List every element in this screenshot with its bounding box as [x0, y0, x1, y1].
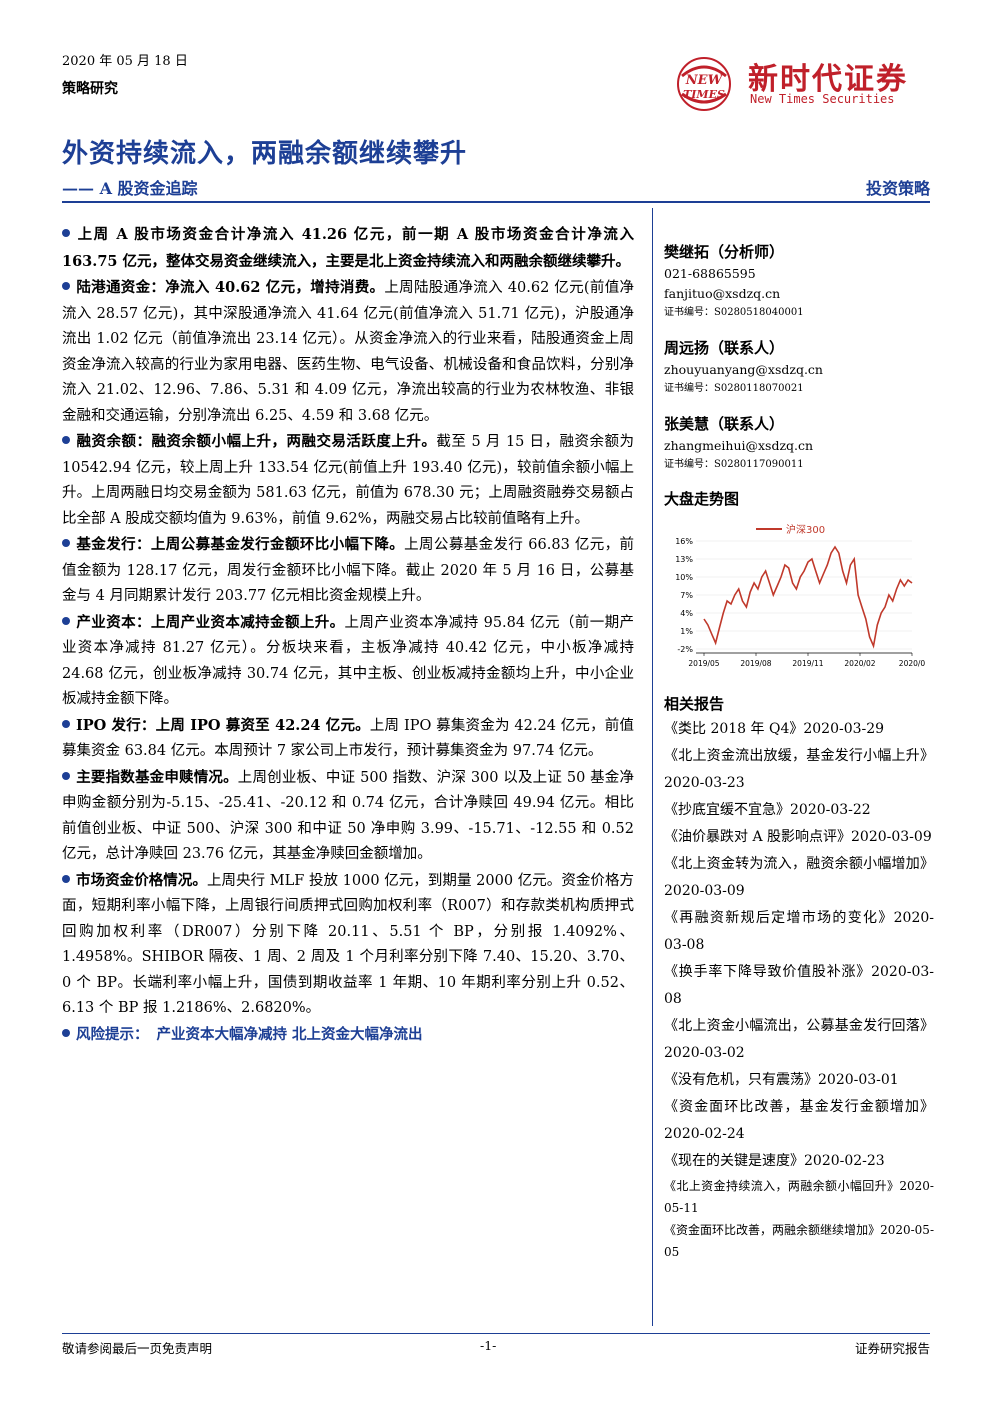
- report-category: 策略研究: [62, 81, 118, 97]
- bullet-icon: [62, 719, 70, 728]
- report-subtitle: —— A 股资金追踪: [62, 179, 198, 198]
- y-tick-label: 16%: [675, 537, 693, 546]
- related-report-item: 《北上资金持续流入，两融余额小幅回升》2020-05-11: [664, 1179, 934, 1215]
- svg-text:TIMES: TIMES: [683, 88, 725, 101]
- risk-paragraph: 风险提示： 产业资本大幅净减持 北上资金大幅净流出: [62, 1022, 634, 1049]
- analyst-card: 樊继拓（分析师） 021-68865595 fanjituo@xsdzq.cn …: [664, 240, 934, 322]
- report-type: 投资策略: [865, 179, 930, 198]
- related-reports-list: 《类比 2018 年 Q4》2020-03-29 《北上资金流出放缓，基金发行小幅…: [664, 716, 934, 1263]
- analyst-card: 周远扬（联系人） zhouyuanyang@xsdzq.cn 证书编号：S028…: [664, 336, 934, 398]
- footer-doc-type: 证券研究报告: [854, 1341, 930, 1356]
- y-tick-label: -2%: [677, 645, 693, 654]
- analyst-email: zhangmeihui@xsdzq.cn: [664, 438, 814, 453]
- trend-chart-svg: 16% 13% 10% 7% 4% 1% -2% 2019/05 2019/08 2019/11…: [675, 523, 926, 668]
- bullet-icon: [62, 229, 70, 237]
- related-reports-title: 相关报告: [664, 695, 725, 713]
- new-times-logo-icon: NEW TIMES: [677, 57, 731, 111]
- x-tick-label: 2020/02: [844, 659, 875, 668]
- summary-paragraph: 上周 A 股市场资金合计净流入 41.26 亿元，前一期 A 股市场资金合计净流…: [62, 226, 634, 270]
- chart-section-title: 大盘走势图: [664, 490, 740, 508]
- analyst-cert: 证书编号：S0280117090011: [664, 459, 804, 470]
- related-report-item: 《油价暴跌对 A 股影响点评》2020-03-09: [664, 829, 932, 845]
- related-report-item: 《再融资新规后定增市场的变化》2020-03-08: [664, 910, 934, 953]
- footer-disclaimer: 敬请参阅最后一页免责声明: [62, 1341, 213, 1356]
- column-divider: [652, 208, 653, 1326]
- analyst-phone: 021-68865595: [664, 266, 756, 281]
- index-fund-paragraph: 主要指数基金申赎情况。上周创业板、中证 500 指数、沪深 300 以及上证 5…: [62, 768, 634, 862]
- logo-cn-text: 新时代证券: [748, 62, 908, 97]
- related-report-item: 《抄底宜缓不宜急》2020-03-22: [664, 802, 871, 818]
- bullet-icon: [62, 771, 70, 780]
- series-line-hs300: [703, 545, 913, 649]
- y-tick-label: 10%: [675, 573, 693, 582]
- analyst-name: 周远扬（联系人）: [664, 339, 785, 357]
- page-number: -1-: [480, 1338, 497, 1353]
- analyst-email: fanjituo@xsdzq.cn: [664, 286, 781, 301]
- fund-issuance-paragraph: 基金发行：上周公募基金发行金额环比小幅下降。上周公募基金发行 66.83 亿元，…: [62, 536, 635, 604]
- related-report-item: 《北上资金小幅流出，公募基金发行回落》2020-03-02: [664, 1018, 934, 1061]
- y-tick-label: 13%: [675, 555, 693, 564]
- logo-en-text: New Times Securities: [750, 92, 895, 106]
- related-report-item: 《换手率下降导致价值股补涨》2020-03-08: [664, 964, 934, 1007]
- side-column: 樊继拓（分析师） 021-68865595 fanjituo@xsdzq.cn …: [664, 240, 934, 1263]
- y-tick-label: 7%: [680, 591, 693, 600]
- svg-text:NEW: NEW: [685, 73, 724, 88]
- y-tick-label: 1%: [680, 627, 693, 636]
- report-date: 2020 年 05 月 18 日: [62, 54, 188, 69]
- industry-capital-paragraph: 产业资本：上周产业资本减持金额上升。上周产业资本净减持 95.84 亿元（前一期…: [62, 613, 634, 707]
- x-tick-label: 2019/05: [688, 659, 719, 668]
- analyst-email: zhouyuanyang@xsdzq.cn: [664, 362, 823, 377]
- bullet-icon: [62, 539, 70, 547]
- related-report-item: 《现在的关键是速度》2020-02-23: [664, 1153, 885, 1169]
- related-report-item: 《类比 2018 年 Q4》2020-03-29: [664, 721, 885, 737]
- money-market-paragraph: 市场资金价格情况。上周央行 MLF 投放 1000 亿元，到期量 2000 亿元…: [62, 871, 635, 1016]
- y-tick-label: 4%: [680, 609, 693, 618]
- header-divider: [62, 201, 930, 203]
- analyst-cert: 证书编号：S0280118070021: [664, 383, 804, 394]
- bullet-icon: [62, 1028, 70, 1037]
- analyst-card: 张美慧（联系人） zhangmeihui@xsdzq.cn 证书编号：S0280…: [664, 412, 934, 474]
- related-report-item: 《没有危机，只有震荡》2020-03-01: [664, 1072, 899, 1088]
- bullet-icon: [62, 436, 70, 444]
- analyst-cert: 证书编号：S0280518040001: [664, 307, 804, 318]
- legend-label: 沪深300: [786, 523, 825, 536]
- related-report-item: 《北上资金流出放缓，基金发行小幅上升》2020-03-23: [664, 748, 934, 791]
- hk-connect-paragraph: 陆港通资金：净流入 40.62 亿元，增持消费。上周陆股通净流入 40.62 亿…: [62, 279, 635, 424]
- x-tick-label: 2020/0: [899, 659, 926, 668]
- ipo-paragraph: IPO 发行：上周 IPO 募资至 42.24 亿元。上周 IPO 募集资金为 …: [62, 716, 634, 759]
- analyst-name: 樊继拓（分析师）: [664, 243, 785, 261]
- brand-logo: NEW TIMES 新时代证券 New Times Securities: [668, 50, 928, 118]
- market-trend-chart: 16% 13% 10% 7% 4% 1% -2% 2019/05 2019/08 2019/11…: [664, 519, 934, 677]
- main-column: 上周 A 股市场资金合计净流入 41.26 亿元，前一期 A 股市场资金合计净流…: [62, 222, 634, 1048]
- bullet-icon: [62, 874, 70, 883]
- x-tick-label: 2019/11: [792, 659, 823, 668]
- report-title: 外资持续流入，两融余额继续攀升: [62, 139, 468, 169]
- related-report-item: 《北上资金转为流入，融资余额小幅增加》2020-03-09: [664, 856, 934, 899]
- x-tick-label: 2019/08: [740, 659, 771, 668]
- related-report-item: 《资金面环比改善，两融余额继续增加》2020-05-05: [664, 1223, 934, 1259]
- margin-paragraph: 融资余额：融资余额小幅上升，两融交易活跃度上升。截至 5 月 15 日，融资余额…: [62, 433, 634, 527]
- footer-divider: [62, 1333, 930, 1334]
- related-report-item: 《资金面环比改善，基金发行金额增加》2020-02-24: [664, 1099, 934, 1142]
- analyst-name: 张美慧（联系人）: [664, 415, 785, 433]
- bullet-icon: [62, 282, 70, 290]
- bullet-icon: [62, 616, 70, 625]
